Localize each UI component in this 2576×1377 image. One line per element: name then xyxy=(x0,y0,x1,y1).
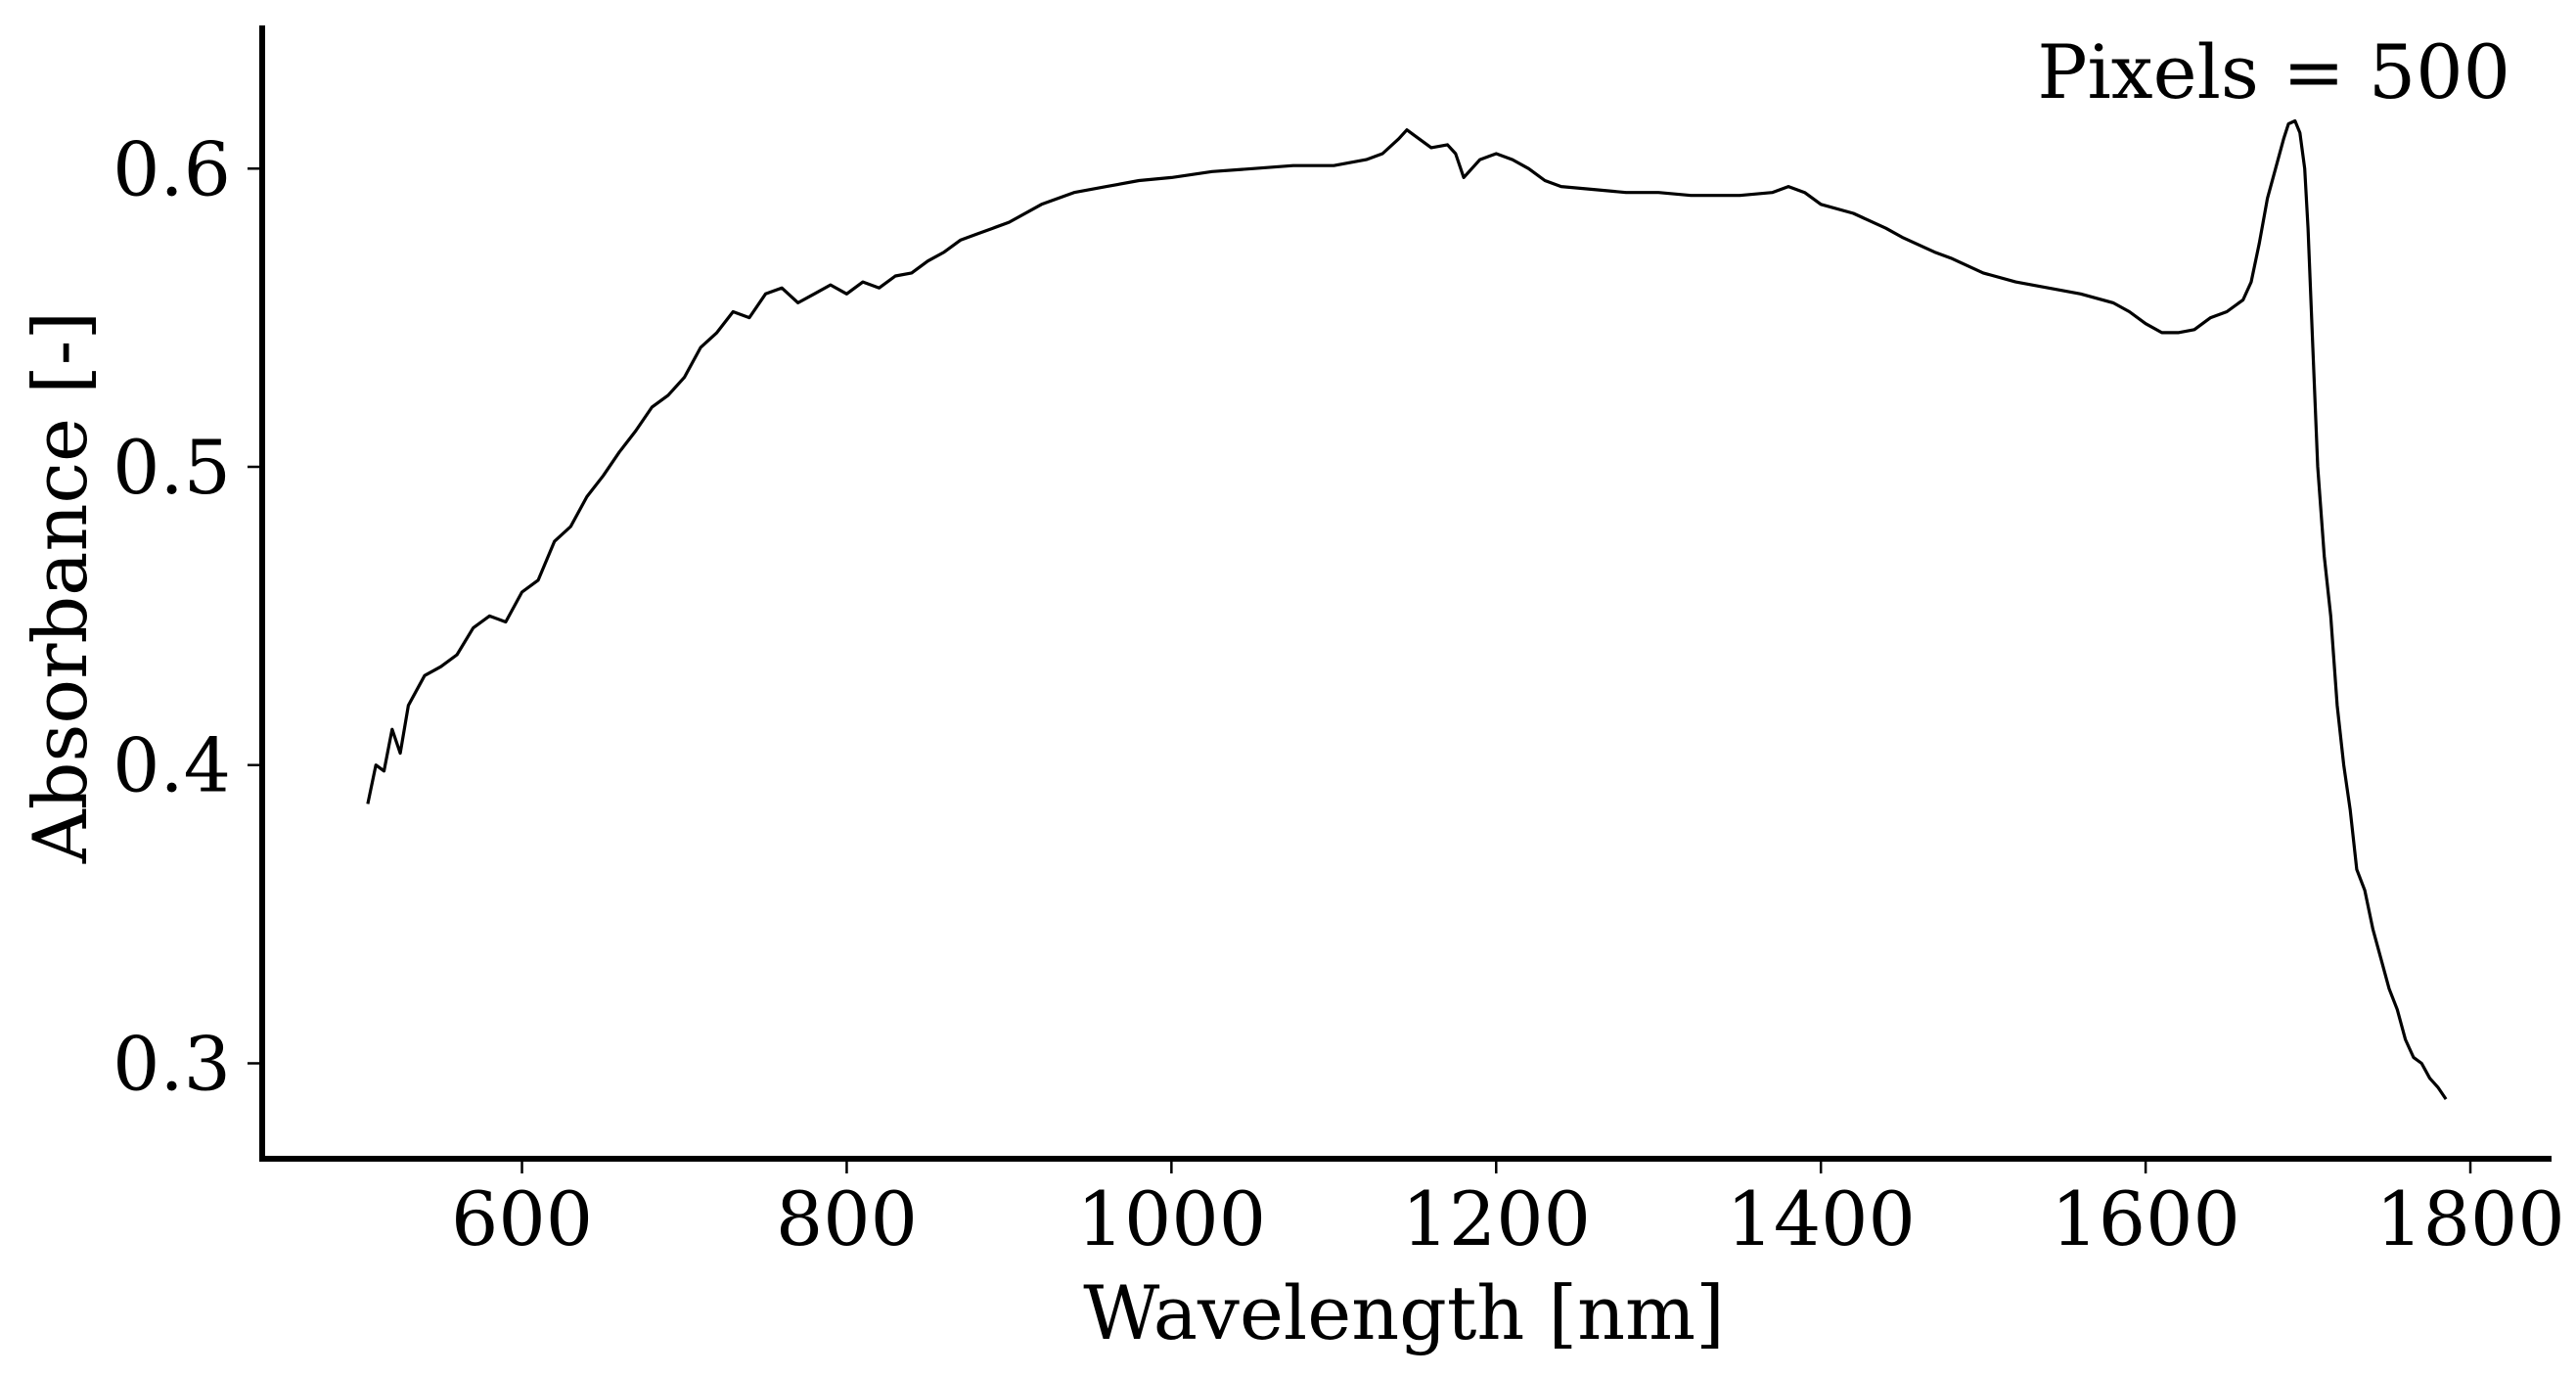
x-ticks: 600 800 1000 1200 1400 1600 1800 xyxy=(451,1162,2565,1262)
pixels-annotation: Pixels = 500 xyxy=(2037,28,2510,115)
x-tick-label: 1200 xyxy=(1402,1175,1591,1262)
x-tick-label: 800 xyxy=(776,1175,918,1262)
x-tick-label: 1000 xyxy=(1077,1175,1266,1262)
plot-area xyxy=(366,118,2448,1100)
y-tick-label: 0.5 xyxy=(113,424,231,511)
x-tick-label: 600 xyxy=(451,1175,593,1262)
y-tick-label: 0.3 xyxy=(113,1020,231,1107)
y-tick-label: 0.4 xyxy=(113,722,231,809)
x-tick-label: 1600 xyxy=(2051,1175,2239,1262)
y-tick-label: 0.6 xyxy=(113,125,231,212)
series-line-absorbance xyxy=(366,118,2448,1100)
x-tick-label: 1400 xyxy=(1726,1175,1915,1262)
x-tick-label: 1800 xyxy=(2375,1175,2564,1262)
x-axis-label: Wavelength [nm] xyxy=(1083,1269,1725,1356)
y-ticks: 0.3 0.4 0.5 0.6 xyxy=(113,125,260,1107)
y-axis-label: Absorbance [-] xyxy=(17,311,104,864)
